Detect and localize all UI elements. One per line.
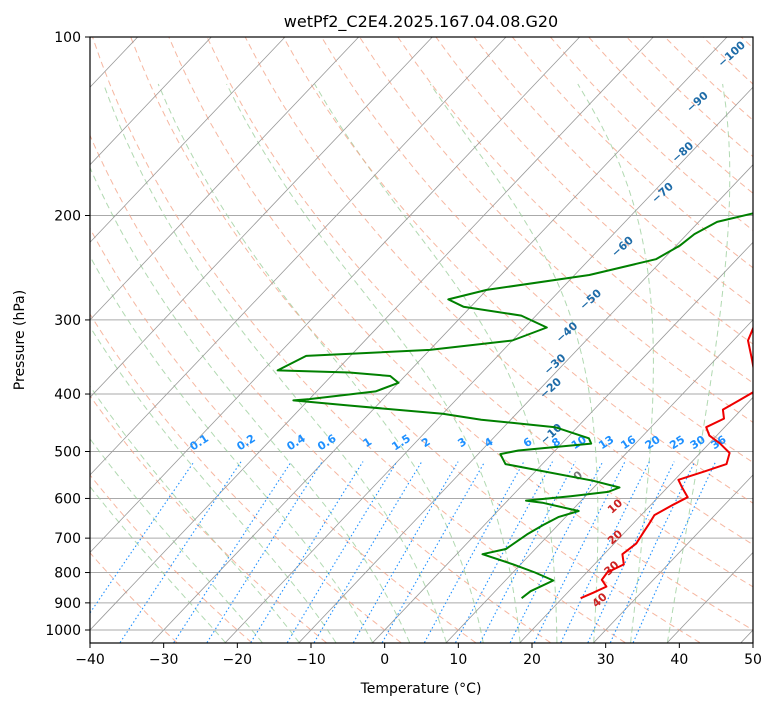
y-tick-label: 900 xyxy=(54,596,81,612)
isotherm-line xyxy=(151,37,728,643)
dry-adiabat-line xyxy=(282,37,753,504)
dry-adiabat-line xyxy=(90,134,551,643)
isotherms xyxy=(90,37,753,643)
x-axis-title: Temperature (°C) xyxy=(360,681,482,697)
mixing-ratio-line xyxy=(381,461,486,643)
moist-adiabat-line xyxy=(577,83,654,643)
temperature-profile xyxy=(580,325,753,600)
dry-adiabat-line xyxy=(435,37,753,345)
isotherm-line xyxy=(90,37,286,243)
dewpoint-profile xyxy=(276,212,753,599)
y-tick-label: 300 xyxy=(54,313,81,329)
moist-adiabat-line xyxy=(90,325,337,643)
moist-adiabat-line xyxy=(226,83,521,643)
dry-adiabat-line xyxy=(90,227,476,643)
dry-adiabat-line xyxy=(359,37,753,423)
mixing-ratio-lines xyxy=(90,461,717,643)
chart-title: wetPf2_C2E4.2025.167.04.08.G20 xyxy=(284,12,558,32)
mixing-ratio-line xyxy=(533,461,626,643)
isotherm-line xyxy=(298,164,753,643)
mixing-ratio-line xyxy=(587,461,675,643)
isotherm-line xyxy=(90,37,359,321)
dry-adiabat-line xyxy=(130,37,701,643)
x-tick-label: 50 xyxy=(744,652,762,668)
x-tick-label: 20 xyxy=(523,652,541,668)
y-tick-label: 700 xyxy=(54,531,81,547)
moist-adiabat-line xyxy=(90,485,226,643)
x-tick-label: −10 xyxy=(296,652,326,668)
dry-adiabat-line xyxy=(92,37,626,643)
isotherm-line xyxy=(519,396,753,643)
x-tick-label: 30 xyxy=(597,652,615,668)
isotherm-line xyxy=(90,37,580,554)
y-axis-title: Pressure (hPa) xyxy=(12,290,28,390)
mixing-ratio-line xyxy=(286,461,398,643)
x-tick-label: 40 xyxy=(670,652,688,668)
dry-adiabat-line xyxy=(90,474,252,643)
dry-adiabat-line xyxy=(90,552,178,643)
dry-adiabat-line xyxy=(321,37,753,463)
isotherm-line xyxy=(90,37,654,631)
isotherm-line xyxy=(90,37,507,476)
y-tick-label: 400 xyxy=(54,387,81,403)
x-axis: −40 −30 −20 −10 0 10 20 30 40 50 xyxy=(75,643,762,668)
isotherm-line xyxy=(446,319,753,643)
mixing-ratio-line xyxy=(632,461,717,643)
moist-adiabat-line xyxy=(429,83,599,643)
moist-adiabat-line xyxy=(90,385,300,643)
isotherm-line xyxy=(90,37,212,166)
moist-adiabat-line xyxy=(90,437,263,643)
y-tick-label: 500 xyxy=(54,444,81,460)
mixing-ratio-line xyxy=(250,461,364,643)
moist-adiabat-line xyxy=(666,83,731,643)
mixing-ratio-line xyxy=(479,461,576,643)
dry-adiabat-line xyxy=(206,37,753,588)
dry-adiabat-line xyxy=(397,37,753,384)
plot-frame xyxy=(89,36,754,644)
isotherm-line xyxy=(90,37,433,398)
y-axis: 100 200 300 400 500 600 700 800 900 1000 xyxy=(45,30,90,639)
moist-adiabat-line xyxy=(103,83,447,643)
moist-adiabat-line xyxy=(90,255,374,643)
sounding-profiles xyxy=(276,212,753,600)
mixing-ratio-line xyxy=(424,461,525,643)
x-tick-label: −20 xyxy=(223,652,253,668)
y-tick-label: 100 xyxy=(54,30,81,46)
x-tick-label: −40 xyxy=(75,652,105,668)
moist-adiabat-line xyxy=(157,83,484,643)
mixing-ratio-line xyxy=(560,461,650,643)
dry-adiabat-line xyxy=(168,37,753,631)
moist-adiabats xyxy=(90,83,731,643)
isotherm-line xyxy=(593,474,753,643)
mixing-ratio-line xyxy=(119,461,242,643)
y-tick-label: 1000 xyxy=(45,623,81,639)
x-tick-label: 0 xyxy=(380,652,389,668)
mixing-ratio-line xyxy=(609,461,696,643)
isotherm-line xyxy=(372,241,753,643)
mixing-ratio-line xyxy=(173,461,292,643)
y-tick-label: 600 xyxy=(54,491,81,507)
x-tick-label: 10 xyxy=(449,652,467,668)
x-tick-label: −30 xyxy=(149,652,179,668)
y-tick-label: 800 xyxy=(54,566,81,582)
mixing-ratio-line xyxy=(455,461,553,643)
moist-adiabat-line xyxy=(314,83,558,643)
moist-adiabat-line xyxy=(90,166,411,643)
mixing-ratio-line xyxy=(509,461,604,643)
y-tick-label: 200 xyxy=(54,209,81,225)
mixing-ratio-line xyxy=(206,461,323,643)
